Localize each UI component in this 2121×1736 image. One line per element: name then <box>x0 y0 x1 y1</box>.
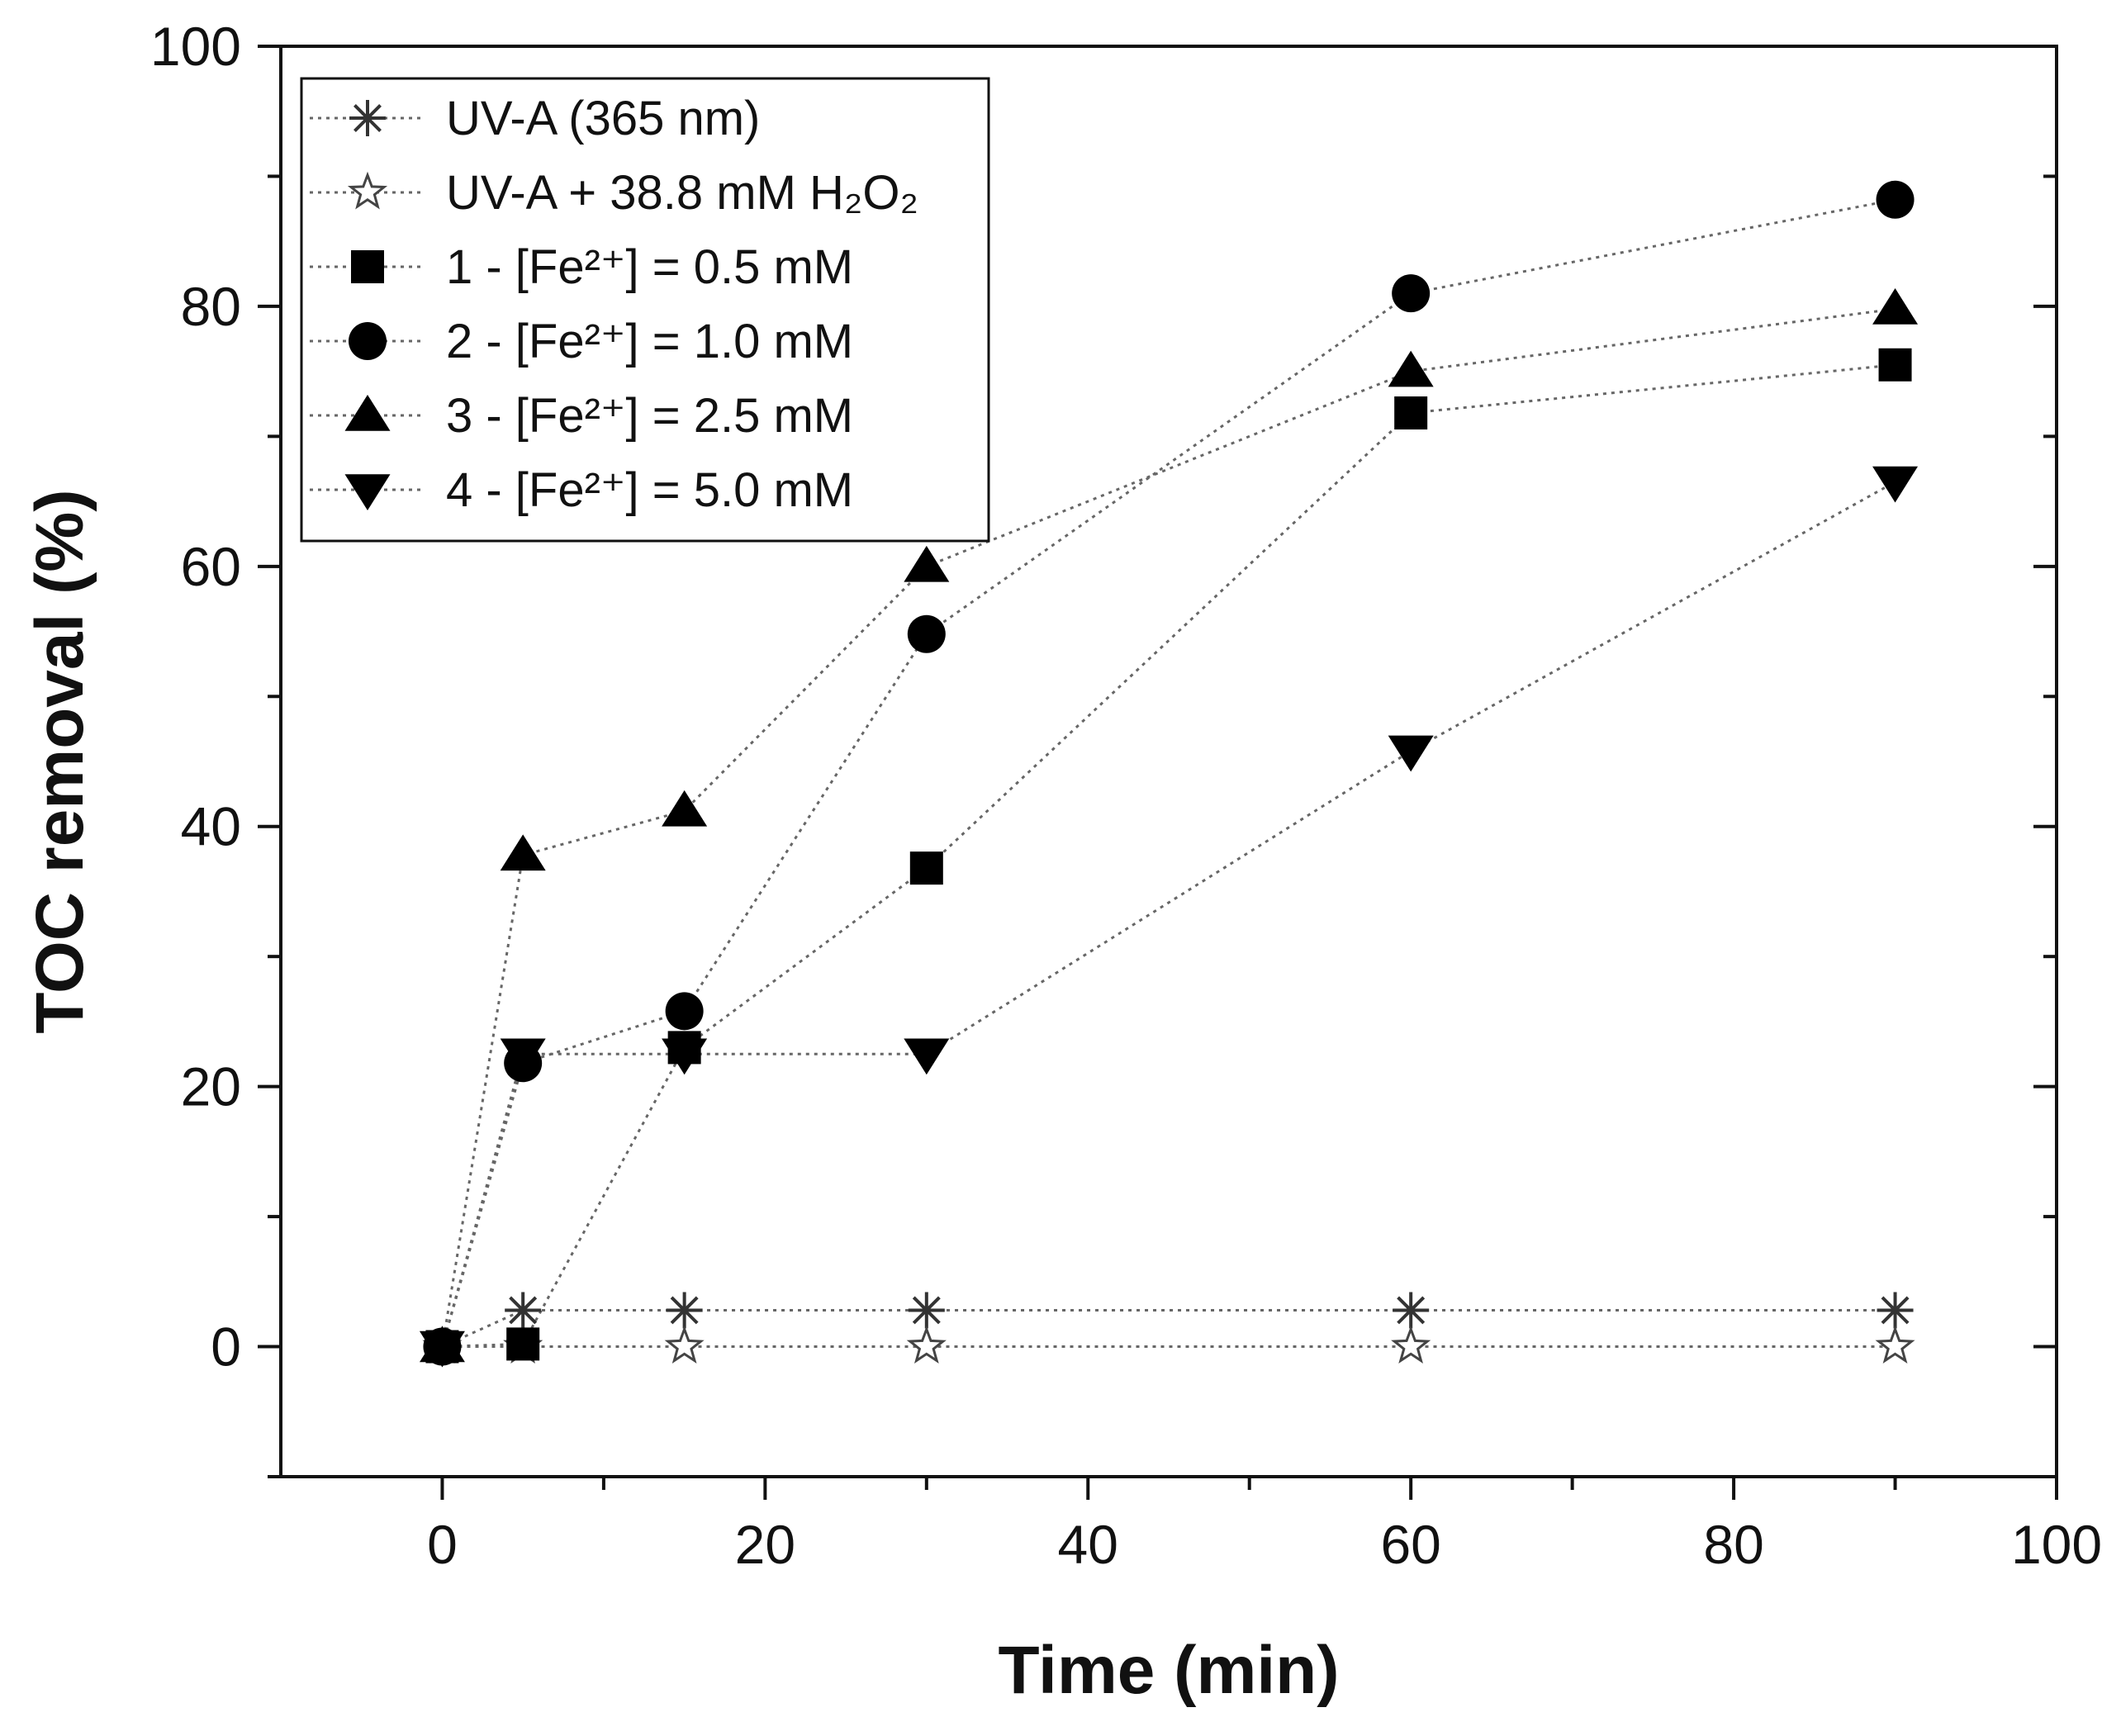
series-6-points <box>419 466 1919 1368</box>
series-5 <box>441 307 1896 1347</box>
data-point <box>909 851 943 885</box>
data-point <box>662 1038 708 1075</box>
data-point <box>419 1330 465 1368</box>
data-point <box>908 1292 945 1329</box>
legend-entry: 1 - [Fe²⁺] = 0.5 mM <box>310 240 853 294</box>
series-2-points <box>422 1326 1915 1364</box>
data-point <box>1875 1326 1915 1364</box>
data-point <box>1392 274 1431 313</box>
y-tick-label: 20 <box>181 1056 241 1117</box>
x-tick-label: 60 <box>1380 1514 1440 1575</box>
x-tick-label: 20 <box>735 1514 795 1575</box>
legend-label: 3 - [Fe²⁺] = 2.5 mM <box>446 389 853 443</box>
data-point <box>664 1326 705 1364</box>
x-tick-label: 100 <box>2011 1514 2102 1575</box>
marker-triangle-down <box>344 474 391 510</box>
legend-entry: UV-A (365 nm) <box>310 92 760 145</box>
legend-label: 1 - [Fe²⁺] = 0.5 mM <box>446 240 853 294</box>
legend-entry: UV-A + 38.8 mM H₂O₂ <box>310 166 918 220</box>
legend-label: 2 - [Fe²⁺] = 1.0 mM <box>446 315 853 368</box>
marker-open-star <box>347 171 388 210</box>
data-point <box>1872 288 1919 325</box>
plot-frame <box>279 45 2058 1478</box>
series-line <box>441 198 1896 1347</box>
legend-box <box>300 77 990 543</box>
legend-label: 4 - [Fe²⁺] = 5.0 mM <box>446 463 853 517</box>
x-tick-label: 80 <box>1703 1514 1763 1575</box>
data-point <box>907 614 946 653</box>
data-point <box>506 1327 540 1361</box>
marker-square <box>351 250 384 283</box>
data-point <box>500 1038 546 1075</box>
legend-entry: 4 - [Fe²⁺] = 5.0 mM <box>310 463 853 517</box>
data-point <box>666 1292 703 1329</box>
marker-asterisk <box>349 100 386 136</box>
data-point <box>904 1038 950 1075</box>
data-point <box>505 1292 542 1329</box>
y-tick-label: 100 <box>150 16 241 77</box>
data-point <box>1877 1292 1914 1329</box>
x-axis-title: Time (min) <box>998 1633 1339 1708</box>
data-point <box>662 790 708 827</box>
data-point <box>904 545 950 582</box>
series-line <box>441 307 1896 1347</box>
series-4 <box>441 198 1896 1347</box>
y-tick-label: 60 <box>181 536 241 597</box>
legend-entry: 3 - [Fe²⁺] = 2.5 mM <box>310 389 853 443</box>
y-tick-label: 40 <box>181 796 241 857</box>
data-point <box>1876 180 1915 219</box>
data-point <box>1393 1292 1430 1329</box>
data-point <box>500 834 546 871</box>
x-tick-label: 40 <box>1058 1514 1118 1575</box>
y-tick-label: 80 <box>181 276 241 337</box>
marker-circle <box>349 322 387 360</box>
data-point <box>906 1326 947 1364</box>
data-point <box>1878 348 1912 382</box>
series-6 <box>441 481 1896 1347</box>
series-line <box>441 1309 1896 1348</box>
series-line <box>441 481 1896 1347</box>
series-1 <box>441 1309 1896 1348</box>
x-tick-label: 0 <box>427 1514 458 1575</box>
data-point <box>1388 735 1434 772</box>
series-1-points <box>424 1292 1914 1365</box>
y-tick-label: 0 <box>211 1316 241 1378</box>
data-point <box>1391 1326 1431 1364</box>
legend-entry: 2 - [Fe²⁺] = 1.0 mM <box>310 315 853 368</box>
data-point <box>1394 396 1428 430</box>
data-point <box>665 992 704 1031</box>
marker-triangle-up <box>344 395 391 431</box>
legend-label: UV-A + 38.8 mM H₂O₂ <box>446 166 918 220</box>
legend-label: UV-A (365 nm) <box>446 92 760 145</box>
data-point <box>1872 466 1919 503</box>
data-point <box>1388 350 1434 387</box>
y-axis-title: TOC removal (%) <box>22 489 97 1033</box>
legend: UV-A (365 nm) UV-A + 38.8 mM H₂O₂ 1 - [Fe²… <box>300 77 990 543</box>
